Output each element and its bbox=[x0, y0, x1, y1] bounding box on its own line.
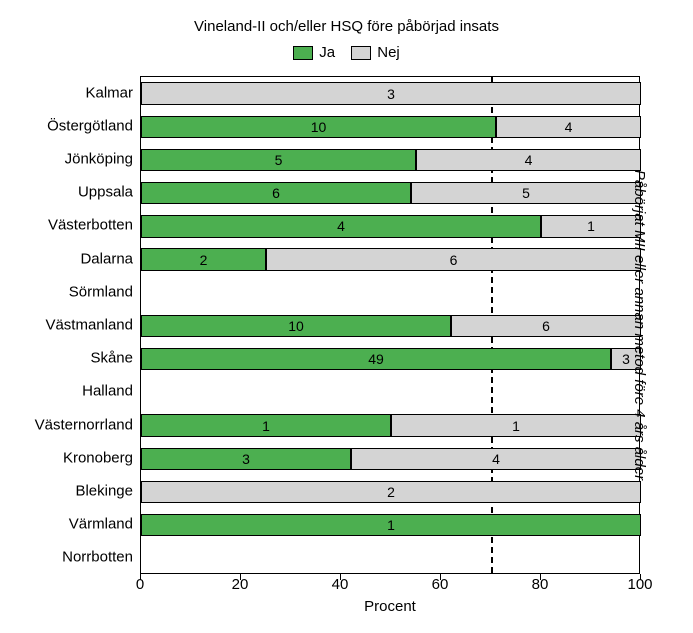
bar-segment-nej: 1 bbox=[541, 215, 641, 238]
bar-value-label: 2 bbox=[200, 252, 208, 268]
bar-segment-ja: 4 bbox=[141, 215, 541, 238]
bar-segment-nej: 6 bbox=[451, 315, 641, 338]
bar-value-label: 5 bbox=[522, 185, 530, 201]
bar-value-label: 6 bbox=[272, 185, 280, 201]
bar-value-label: 4 bbox=[525, 152, 533, 168]
bar-value-label: 4 bbox=[565, 119, 573, 135]
x-tick-label: 40 bbox=[332, 576, 349, 593]
legend-swatch-ja bbox=[293, 46, 313, 60]
category-label: Dalarna bbox=[80, 250, 133, 267]
category-label: Östergötland bbox=[47, 117, 133, 134]
bar-value-label: 1 bbox=[262, 418, 270, 434]
category-label: Norrbotten bbox=[62, 549, 133, 566]
x-tick-label: 100 bbox=[627, 576, 652, 593]
x-tick-label: 80 bbox=[532, 576, 549, 593]
bar-segment-ja: 6 bbox=[141, 182, 411, 205]
bar-segment-ja: 5 bbox=[141, 149, 416, 172]
category-label: Skåne bbox=[90, 350, 133, 367]
bar-value-label: 10 bbox=[311, 119, 327, 135]
bar-segment-nej: 1 bbox=[391, 414, 641, 437]
plot-area: 3 10 4 5 4 6 5 4 1 2 6 10 6 49 3 1 1 3 4 2 1 bbox=[140, 76, 640, 574]
legend: Ja Nej bbox=[0, 44, 693, 64]
category-label: Halland bbox=[82, 383, 133, 400]
bar-segment-nej: 3 bbox=[141, 82, 641, 105]
bar-value-label: 10 bbox=[288, 318, 304, 334]
legend-label-nej: Nej bbox=[377, 44, 400, 61]
category-label: Blekinge bbox=[75, 483, 133, 500]
bar-value-label: 49 bbox=[368, 351, 384, 367]
bar-segment-nej: 6 bbox=[266, 248, 641, 271]
bar-value-label: 1 bbox=[512, 418, 520, 434]
bar-segment-nej: 4 bbox=[351, 448, 641, 471]
bar-segment-ja: 10 bbox=[141, 116, 496, 139]
bar-segment-nej: 5 bbox=[411, 182, 641, 205]
x-tick-label: 20 bbox=[232, 576, 249, 593]
bar-value-label: 3 bbox=[387, 86, 395, 102]
bar-value-label: 2 bbox=[387, 484, 395, 500]
bar-value-label: 1 bbox=[387, 517, 395, 533]
category-label: Kalmar bbox=[85, 84, 133, 101]
bar-value-label: 4 bbox=[337, 218, 345, 234]
bar-segment-ja: 49 bbox=[141, 348, 611, 371]
bar-segment-ja: 2 bbox=[141, 248, 266, 271]
bar-value-label: 1 bbox=[587, 218, 595, 234]
bar-segment-nej: 2 bbox=[141, 481, 641, 504]
category-label: Kronoberg bbox=[63, 449, 133, 466]
bar-segment-ja: 1 bbox=[141, 414, 391, 437]
bar-value-label: 6 bbox=[542, 318, 550, 334]
legend-item-ja: Ja bbox=[293, 44, 335, 61]
bar-value-label: 4 bbox=[492, 451, 500, 467]
legend-swatch-nej bbox=[351, 46, 371, 60]
category-label: Västmanland bbox=[45, 317, 133, 334]
legend-label-ja: Ja bbox=[319, 44, 335, 61]
legend-item-nej: Nej bbox=[351, 44, 400, 61]
bar-value-label: 5 bbox=[275, 152, 283, 168]
bar-value-label: 6 bbox=[450, 252, 458, 268]
x-axis-label: Procent bbox=[140, 598, 640, 615]
bar-value-label: 3 bbox=[622, 351, 630, 367]
bar-segment-nej: 4 bbox=[496, 116, 641, 139]
bar-value-label: 3 bbox=[242, 451, 250, 467]
category-label: Värmland bbox=[69, 516, 133, 533]
bar-segment-nej: 4 bbox=[416, 149, 641, 172]
x-tick-label: 60 bbox=[432, 576, 449, 593]
chart-container: Vineland-II och/eller HSQ före påbörjad … bbox=[0, 0, 693, 633]
chart-title: Vineland-II och/eller HSQ före påbörjad … bbox=[0, 18, 693, 35]
category-label: Uppsala bbox=[78, 184, 133, 201]
category-label: Västernorrland bbox=[35, 416, 133, 433]
x-tick-label: 0 bbox=[136, 576, 144, 593]
category-label: Västerbotten bbox=[48, 217, 133, 234]
category-label: Jönköping bbox=[65, 151, 133, 168]
bar-segment-ja: 3 bbox=[141, 448, 351, 471]
bar-segment-ja: 1 bbox=[141, 514, 641, 537]
category-label: Sörmland bbox=[69, 283, 133, 300]
side-caption: Påbörjat MII eller annan metod före 4 år… bbox=[631, 76, 648, 574]
bar-segment-ja: 10 bbox=[141, 315, 451, 338]
